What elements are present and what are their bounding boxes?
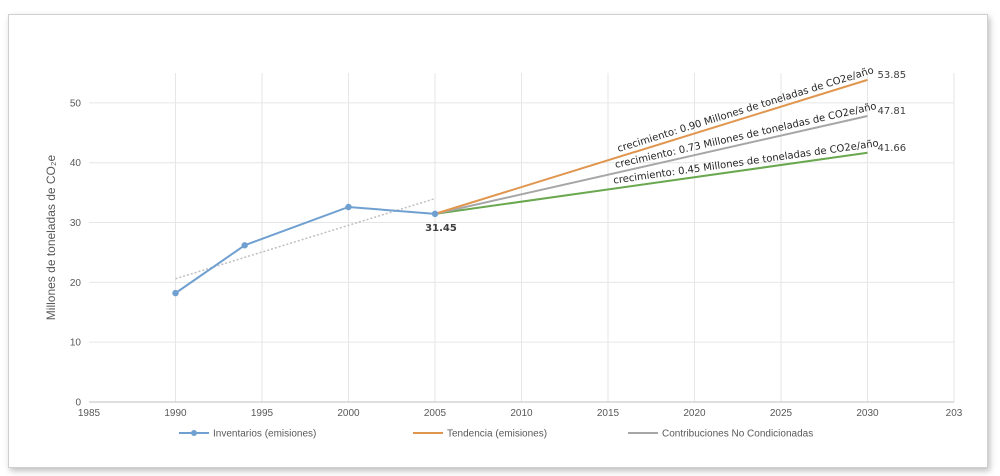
- series-line-2: [434, 115, 868, 215]
- legend-label: Contribuciones No Condicionadas: [662, 429, 813, 440]
- y-tick-label: 20: [70, 278, 82, 289]
- value-label: 53.85: [878, 70, 907, 81]
- x-tick-label: 2025: [770, 408, 793, 419]
- series-line-0: [174, 205, 436, 294]
- y-tick-label: 30: [70, 218, 82, 229]
- legend: Inventarios (emisiones) Tendencia (emisio…: [179, 429, 813, 440]
- data-point: [241, 242, 248, 249]
- data-point: [431, 210, 439, 218]
- x-tick-label: 2005: [424, 408, 447, 419]
- series-lines: [172, 78, 868, 297]
- x-tick-label: 2010: [510, 408, 533, 419]
- x-tick-label: 2015: [597, 408, 620, 419]
- series-line-3: [434, 151, 868, 215]
- y-tick-label: 40: [70, 158, 82, 169]
- chart-frame: 1985 1990 1995 2000 2005 2010 2015 2020 2025 2030…: [8, 14, 988, 468]
- y-axis-label: Millones de toneladas de CO₂e: [44, 154, 58, 320]
- x-tick-label: 1990: [164, 408, 187, 419]
- y-tick-label: 50: [70, 98, 82, 109]
- x-tick-label: 203: [946, 408, 963, 419]
- series-line-1: [434, 78, 868, 215]
- x-tick-label: 2030: [856, 408, 879, 419]
- legend-label: Tendencia (emisiones): [447, 429, 547, 440]
- y-axis-ticks: 0 10 20 30 40 50: [70, 98, 82, 408]
- legend-label: Inventarios (emisiones): [213, 429, 316, 440]
- data-point: [345, 203, 352, 211]
- x-tick-label: 1985: [78, 408, 101, 419]
- dotted-trendline: [175, 197, 436, 280]
- y-tick-label: 0: [75, 398, 81, 409]
- value-label: 31.45: [425, 223, 457, 234]
- x-tick-label: 2020: [683, 408, 706, 419]
- value-label: 41.66: [878, 143, 907, 154]
- data-point: [172, 289, 179, 297]
- value-labels: 31.45 53.85 47.81 41.66: [425, 70, 906, 234]
- x-tick-label: 1995: [251, 408, 274, 419]
- emissions-line-chart: 1985 1990 1995 2000 2005 2010 2015 2020 2025 2030…: [44, 65, 963, 440]
- x-axis-ticks: 1985 1990 1995 2000 2005 2010 2015 2020 2025 2030…: [78, 408, 963, 419]
- growth-annotations: crecimiento: 0.90 Millones de toneladas …: [613, 65, 880, 186]
- y-tick-label: 10: [70, 338, 82, 349]
- x-tick-label: 2000: [337, 408, 360, 419]
- value-label: 47.81: [878, 106, 907, 117]
- legend-marker: [191, 430, 197, 436]
- gridlines: [89, 73, 955, 402]
- trendline: [175, 197, 436, 280]
